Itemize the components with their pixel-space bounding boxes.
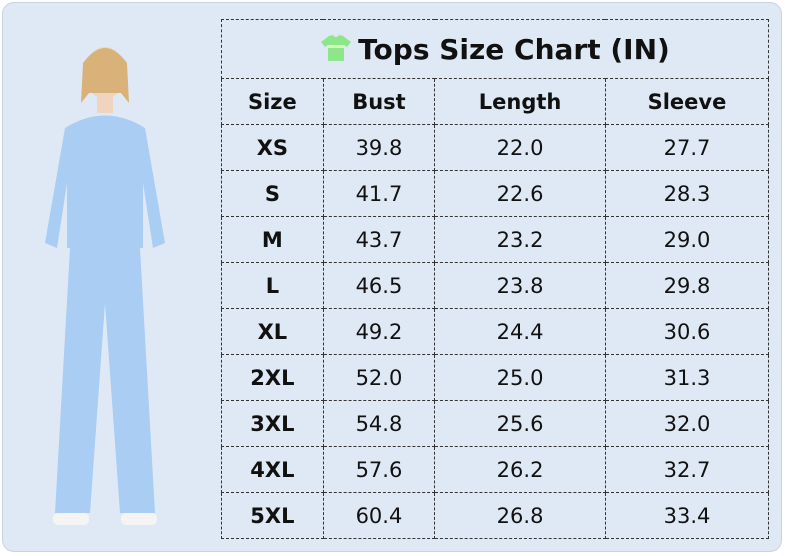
table-row: M 43.7 23.2 29.0 bbox=[221, 216, 770, 263]
title-text: Tops Size Chart (IN) bbox=[358, 32, 670, 66]
cell-length: 23.8 bbox=[434, 262, 606, 309]
cell-length: 22.0 bbox=[434, 124, 606, 171]
cell-bust: 43.7 bbox=[322, 216, 436, 263]
cell-bust: 41.7 bbox=[322, 170, 436, 217]
cell-bust: 57.6 bbox=[322, 446, 436, 493]
cell-sleeve: 28.3 bbox=[604, 170, 770, 217]
cell-bust: 52.0 bbox=[322, 354, 436, 401]
cell-bust: 39.8 bbox=[322, 124, 436, 171]
cell-size: XL bbox=[221, 308, 324, 355]
cell-length: 22.6 bbox=[434, 170, 606, 217]
cell-bust: 49.2 bbox=[322, 308, 436, 355]
header-size: Size bbox=[221, 78, 324, 125]
table-row: L 46.5 23.8 29.8 bbox=[221, 262, 770, 309]
table-row: S 41.7 22.6 28.3 bbox=[221, 170, 770, 217]
table-row: 2XL 52.0 25.0 31.3 bbox=[221, 354, 770, 401]
cell-size: 5XL bbox=[221, 492, 324, 539]
cell-bust: 46.5 bbox=[322, 262, 436, 309]
cell-sleeve: 30.6 bbox=[604, 308, 770, 355]
header-sleeve: Sleeve bbox=[604, 78, 770, 125]
cell-sleeve: 33.4 bbox=[604, 492, 770, 539]
cell-length: 26.2 bbox=[434, 446, 606, 493]
cell-sleeve: 29.8 bbox=[604, 262, 770, 309]
cell-bust: 60.4 bbox=[322, 492, 436, 539]
header-row: Size Bust Length Sleeve bbox=[221, 78, 770, 125]
cell-sleeve: 32.7 bbox=[604, 446, 770, 493]
chart-title: Tops Size Chart (IN) bbox=[221, 19, 769, 79]
cell-size: 4XL bbox=[221, 446, 324, 493]
cell-size: S bbox=[221, 170, 324, 217]
cell-length: 25.6 bbox=[434, 400, 606, 447]
cell-size: 3XL bbox=[221, 400, 324, 447]
model-photo bbox=[45, 47, 165, 525]
cell-sleeve: 27.7 bbox=[604, 124, 770, 171]
cell-length: 25.0 bbox=[434, 354, 606, 401]
cell-sleeve: 29.0 bbox=[604, 216, 770, 263]
table-row: XL 49.2 24.4 30.6 bbox=[221, 308, 770, 355]
cell-sleeve: 32.0 bbox=[604, 400, 770, 447]
cell-length: 23.2 bbox=[434, 216, 606, 263]
header-bust: Bust bbox=[322, 78, 436, 125]
cell-bust: 54.8 bbox=[322, 400, 436, 447]
cell-size: L bbox=[221, 262, 324, 309]
table-row: XS 39.8 22.0 27.7 bbox=[221, 124, 770, 171]
cell-size: M bbox=[221, 216, 324, 263]
header-length: Length bbox=[434, 78, 606, 125]
cell-length: 26.8 bbox=[434, 492, 606, 539]
cell-size: 2XL bbox=[221, 354, 324, 401]
cell-sleeve: 31.3 bbox=[604, 354, 770, 401]
table-row: 5XL 60.4 26.8 33.4 bbox=[221, 492, 770, 539]
cell-size: XS bbox=[221, 124, 324, 171]
table-row: 4XL 57.6 26.2 32.7 bbox=[221, 446, 770, 493]
size-table: Tops Size Chart (IN) Size Bust Length Sl… bbox=[221, 19, 770, 539]
t-shirt-icon bbox=[321, 34, 352, 61]
table-row: 3XL 54.8 25.6 32.0 bbox=[221, 400, 770, 447]
cell-length: 24.4 bbox=[434, 308, 606, 355]
